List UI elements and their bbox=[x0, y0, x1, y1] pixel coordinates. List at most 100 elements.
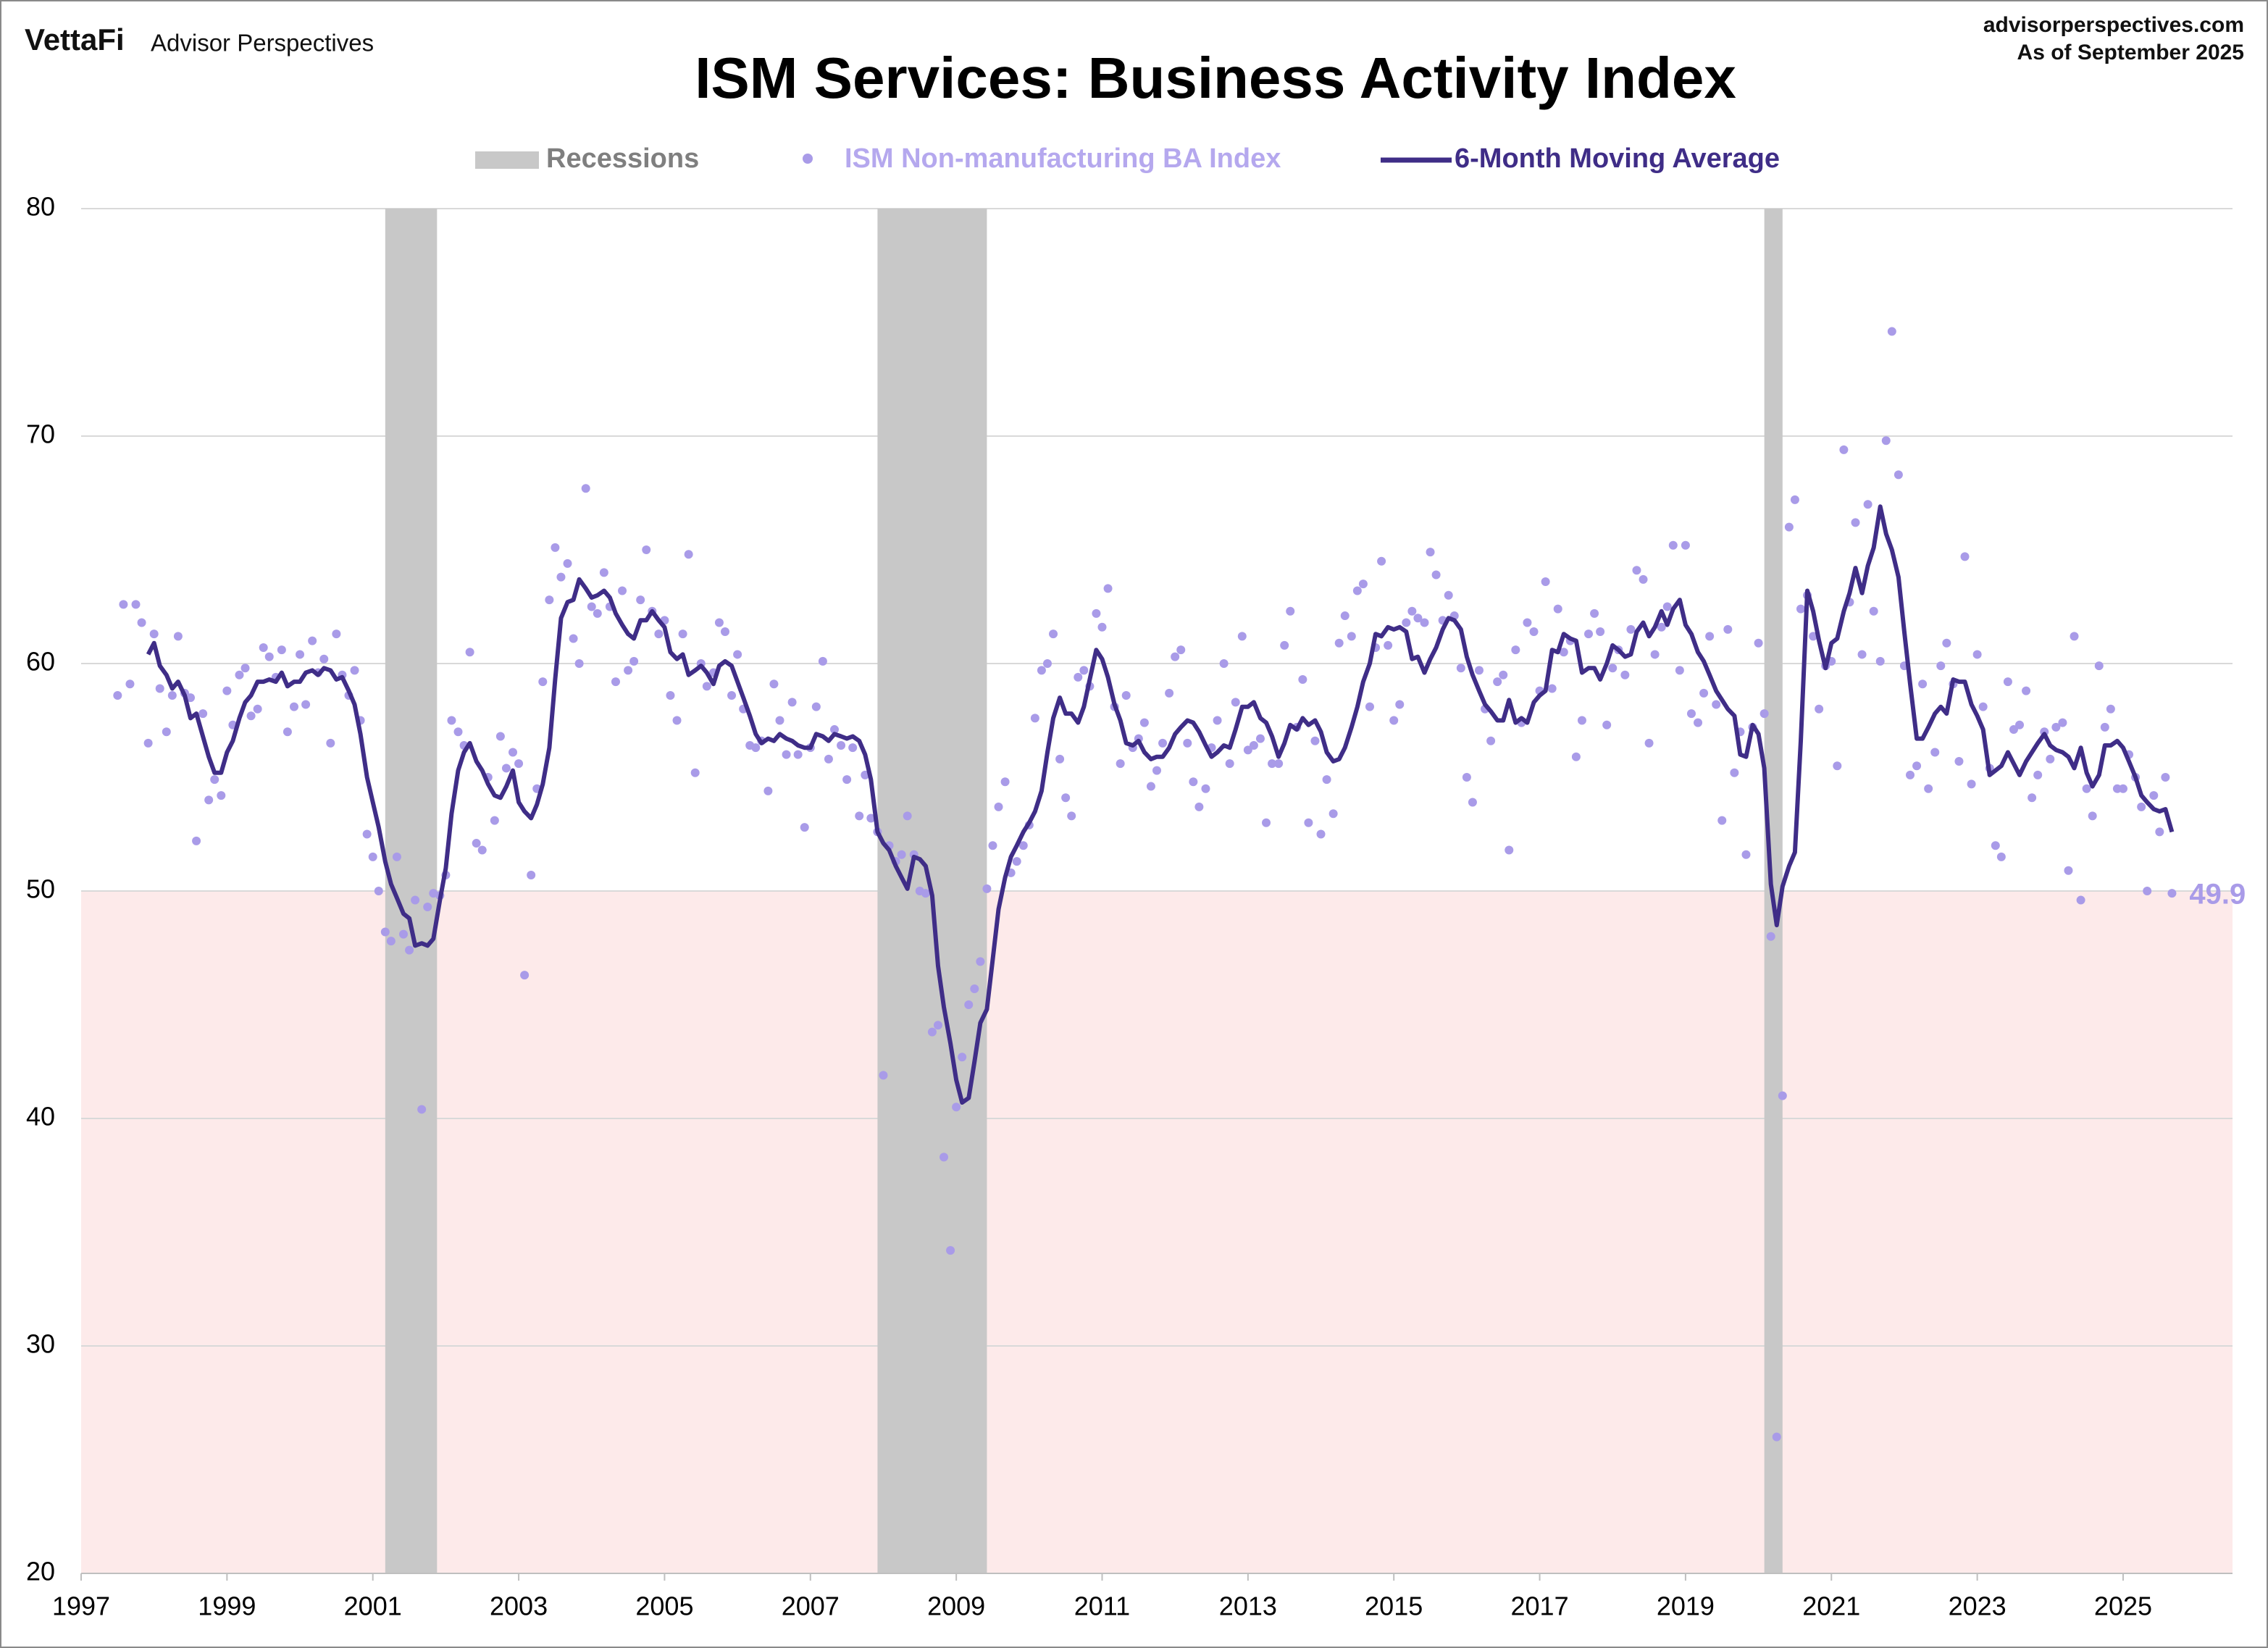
data-point bbox=[155, 684, 164, 693]
data-point bbox=[1511, 645, 1520, 655]
data-point bbox=[1809, 632, 1818, 641]
data-point bbox=[593, 608, 602, 618]
x-tick-label: 2025 bbox=[2094, 1591, 2152, 1621]
data-point bbox=[624, 666, 633, 675]
data-point bbox=[2003, 677, 2012, 687]
data-point bbox=[2028, 793, 2037, 803]
data-point bbox=[599, 568, 608, 577]
y-tick-label: 50 bbox=[26, 874, 55, 904]
data-point bbox=[1529, 627, 1539, 637]
data-point bbox=[222, 686, 232, 695]
data-point bbox=[1037, 666, 1046, 675]
data-point bbox=[143, 738, 153, 748]
data-point bbox=[2082, 784, 2091, 793]
data-point bbox=[1328, 809, 1338, 819]
data-point bbox=[1723, 624, 1733, 634]
data-point bbox=[629, 656, 639, 666]
data-point bbox=[362, 829, 372, 839]
data-point bbox=[1347, 632, 1356, 641]
data-point bbox=[1686, 709, 1696, 719]
data-point bbox=[1778, 1091, 1787, 1100]
data-point bbox=[751, 743, 761, 753]
data-point bbox=[1286, 606, 1295, 616]
data-point bbox=[417, 1105, 427, 1114]
data-point bbox=[1754, 638, 1763, 648]
data-point bbox=[2100, 722, 2109, 732]
data-point bbox=[1632, 566, 1641, 575]
data-point bbox=[2161, 773, 2170, 782]
data-point bbox=[1139, 718, 1149, 727]
data-point bbox=[1887, 327, 1896, 336]
data-point bbox=[405, 945, 414, 955]
data-point bbox=[2143, 887, 2152, 895]
x-tick-label: 2017 bbox=[1511, 1591, 1569, 1621]
data-point bbox=[1152, 766, 1161, 775]
data-point bbox=[125, 679, 135, 689]
data-point bbox=[940, 1153, 949, 1162]
x-tick-label: 2003 bbox=[490, 1591, 548, 1621]
data-point bbox=[811, 702, 821, 711]
x-tick-label: 2015 bbox=[1365, 1591, 1423, 1621]
logo: VettaFi bbox=[25, 22, 125, 57]
data-point bbox=[921, 889, 930, 898]
data-point bbox=[514, 759, 524, 769]
data-point bbox=[1790, 495, 1799, 504]
data-point bbox=[429, 889, 438, 898]
data-point bbox=[1092, 608, 1101, 618]
data-point bbox=[1468, 798, 1477, 807]
data-point bbox=[1493, 677, 1502, 687]
data-point bbox=[1796, 604, 1805, 614]
data-point bbox=[714, 618, 724, 627]
data-point bbox=[2088, 811, 2097, 821]
data-point bbox=[988, 841, 997, 850]
data-point bbox=[824, 754, 833, 764]
data-point bbox=[1018, 841, 1028, 850]
data-point bbox=[842, 775, 852, 785]
data-point bbox=[1444, 590, 1453, 600]
data-point bbox=[296, 650, 305, 659]
data-point bbox=[1833, 761, 1842, 771]
data-point bbox=[611, 677, 620, 687]
data-point bbox=[1505, 845, 1514, 855]
x-tick-label: 2009 bbox=[927, 1591, 985, 1621]
data-point bbox=[855, 811, 864, 821]
data-point bbox=[702, 682, 711, 691]
legend-swatch bbox=[803, 154, 813, 164]
data-point bbox=[277, 645, 286, 655]
data-point bbox=[1426, 548, 1435, 557]
data-point bbox=[1650, 650, 1660, 659]
data-point bbox=[326, 738, 335, 748]
data-point bbox=[119, 600, 128, 609]
data-point bbox=[1644, 738, 1654, 748]
data-point bbox=[587, 602, 596, 611]
x-tick-label: 2021 bbox=[1802, 1591, 1860, 1621]
data-point bbox=[720, 627, 729, 637]
data-point bbox=[1237, 632, 1247, 641]
data-point bbox=[1402, 618, 1411, 627]
data-point bbox=[782, 750, 791, 759]
data-point bbox=[848, 743, 858, 753]
x-tick-label: 2013 bbox=[1219, 1591, 1277, 1621]
data-point bbox=[253, 704, 262, 714]
data-point bbox=[259, 643, 268, 653]
data-point bbox=[1268, 759, 1277, 769]
data-point bbox=[1097, 622, 1107, 632]
data-point bbox=[2106, 704, 2115, 714]
data-point bbox=[374, 887, 383, 895]
data-point bbox=[1657, 622, 1666, 632]
data-point bbox=[1431, 570, 1441, 580]
data-point bbox=[642, 545, 651, 554]
data-point bbox=[301, 700, 311, 709]
data-point bbox=[1103, 584, 1113, 593]
data-point bbox=[545, 595, 554, 605]
data-point bbox=[527, 871, 536, 880]
legend-label: Recessions bbox=[546, 143, 699, 174]
data-point bbox=[1231, 698, 1240, 707]
legend-swatch bbox=[475, 151, 539, 169]
data-point bbox=[2137, 802, 2146, 811]
data-point bbox=[1316, 829, 1326, 839]
data-point bbox=[1699, 688, 1709, 698]
data-point bbox=[1717, 816, 1727, 825]
data-point bbox=[1030, 714, 1039, 723]
data-point bbox=[970, 984, 979, 994]
